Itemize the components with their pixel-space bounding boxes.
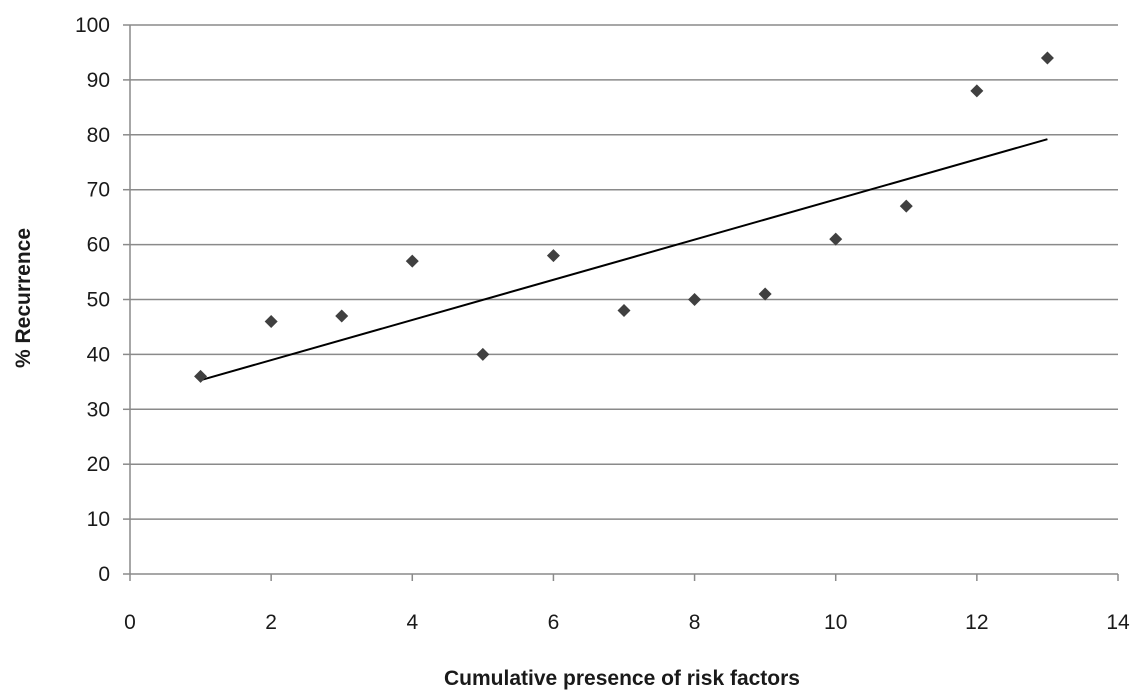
data-point [899,199,913,213]
data-point [546,249,560,263]
data-point [829,232,843,246]
x-tick-label: 8 [689,611,701,634]
y-tick-label: 20 [87,453,110,476]
x-tick-label: 14 [1106,611,1130,634]
y-tick-label: 60 [87,234,110,257]
x-tick-label: 12 [965,611,988,634]
data-point [476,347,490,361]
x-tick-label: 4 [406,611,418,634]
y-tick-label: 40 [87,343,110,366]
y-axis-title: % Recurrence [12,228,35,368]
y-tick-label: 10 [87,508,110,531]
y-tick-label: 90 [87,69,110,92]
trendline-layer [200,138,1048,382]
axes [123,24,1119,581]
y-tick-label: 0 [98,563,110,586]
x-tick-labels: 0 2 4 6 8 10 12 14 [124,611,1130,634]
x-tick-label: 0 [124,611,136,634]
data-point [758,287,772,301]
y-tick-labels: 0 10 20 30 40 50 60 70 80 90 100 [75,14,110,586]
y-tick-label: 30 [87,398,110,421]
data-point [617,303,631,317]
data-point [1040,51,1054,65]
data-point [970,84,984,98]
data-points [194,51,1054,383]
data-point [335,309,349,323]
x-tick-label: 10 [824,611,847,634]
x-tick-label: 6 [548,611,560,634]
y-tick-label: 70 [87,179,110,202]
y-tick-label: 100 [75,14,110,37]
x-tick-label: 2 [265,611,277,634]
data-point [688,293,702,306]
x-axis-title: Cumulative presence of risk factors [444,667,800,690]
y-tick-label: 50 [87,289,110,312]
gridlines [130,24,1118,520]
trendline [200,138,1048,382]
data-point [264,314,278,328]
data-point [194,369,208,383]
data-point [405,254,419,268]
y-tick-label: 80 [87,124,110,147]
